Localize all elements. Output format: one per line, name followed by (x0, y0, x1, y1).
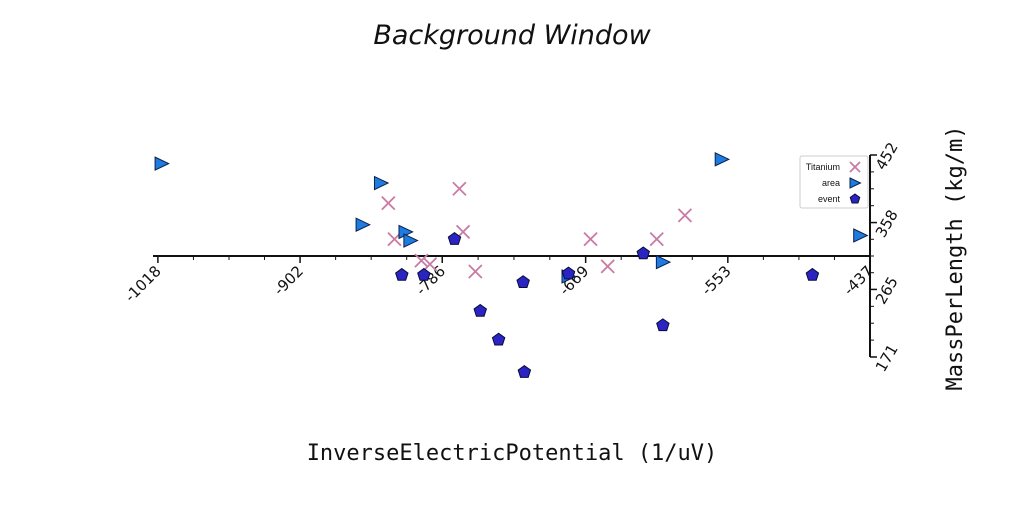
data-point (583, 231, 598, 247)
series-titanium (381, 181, 693, 279)
x-axis: -1018 -902 -786 -669 -553 -437 (121, 255, 877, 306)
data-point (517, 364, 532, 378)
data-point (473, 303, 488, 317)
legend-label: area (822, 178, 840, 188)
data-point (414, 253, 429, 268)
data-point (468, 264, 483, 279)
y-axis: 452 358 265 171 (869, 139, 902, 375)
data-point (381, 196, 396, 211)
legend-marker (849, 161, 861, 173)
x-tick-label: -786 (412, 262, 449, 299)
data-point (447, 231, 462, 245)
y-tick-label: 171 (872, 341, 902, 375)
legend-label: event (818, 194, 841, 204)
y-tick-label: 452 (872, 139, 902, 173)
data-point (805, 267, 820, 281)
legend-frame (799, 155, 869, 209)
data-points (154, 152, 869, 378)
data-point (649, 231, 664, 247)
x-tick-label: -1018 (121, 262, 165, 306)
data-point (422, 257, 438, 272)
data-point (636, 246, 651, 260)
data-point (452, 181, 467, 196)
chart-title: Background Window (373, 20, 651, 51)
data-point (417, 267, 431, 281)
legend-marker (849, 193, 861, 204)
series-area (154, 152, 869, 284)
x-axis-label: InverseElectricPotential (1/uV) (307, 441, 718, 466)
series-event (395, 231, 820, 378)
data-point (561, 266, 576, 280)
data-point (714, 152, 731, 167)
legend: Titanium area event (799, 155, 869, 209)
data-point (516, 275, 530, 288)
y-tick-label: 265 (872, 274, 902, 308)
legend-label: Titanium (806, 162, 840, 172)
data-point (154, 156, 170, 171)
data-point (655, 254, 672, 270)
data-point (491, 332, 506, 346)
x-tick-label: -437 (840, 262, 877, 299)
data-point (600, 259, 615, 274)
y-axis-label: MassPerLength (kg/m) (943, 126, 968, 391)
data-point (677, 208, 693, 223)
data-point (355, 217, 371, 233)
data-point (656, 318, 670, 332)
data-point (853, 228, 869, 243)
x-tick-label: -553 (698, 262, 735, 299)
legend-marker (849, 177, 862, 189)
data-point (373, 175, 390, 191)
data-point (403, 233, 419, 248)
y-tick-label: 358 (872, 207, 902, 241)
x-tick-label: -902 (270, 262, 307, 299)
x-tick-label: -669 (556, 262, 593, 299)
data-point (395, 267, 409, 281)
